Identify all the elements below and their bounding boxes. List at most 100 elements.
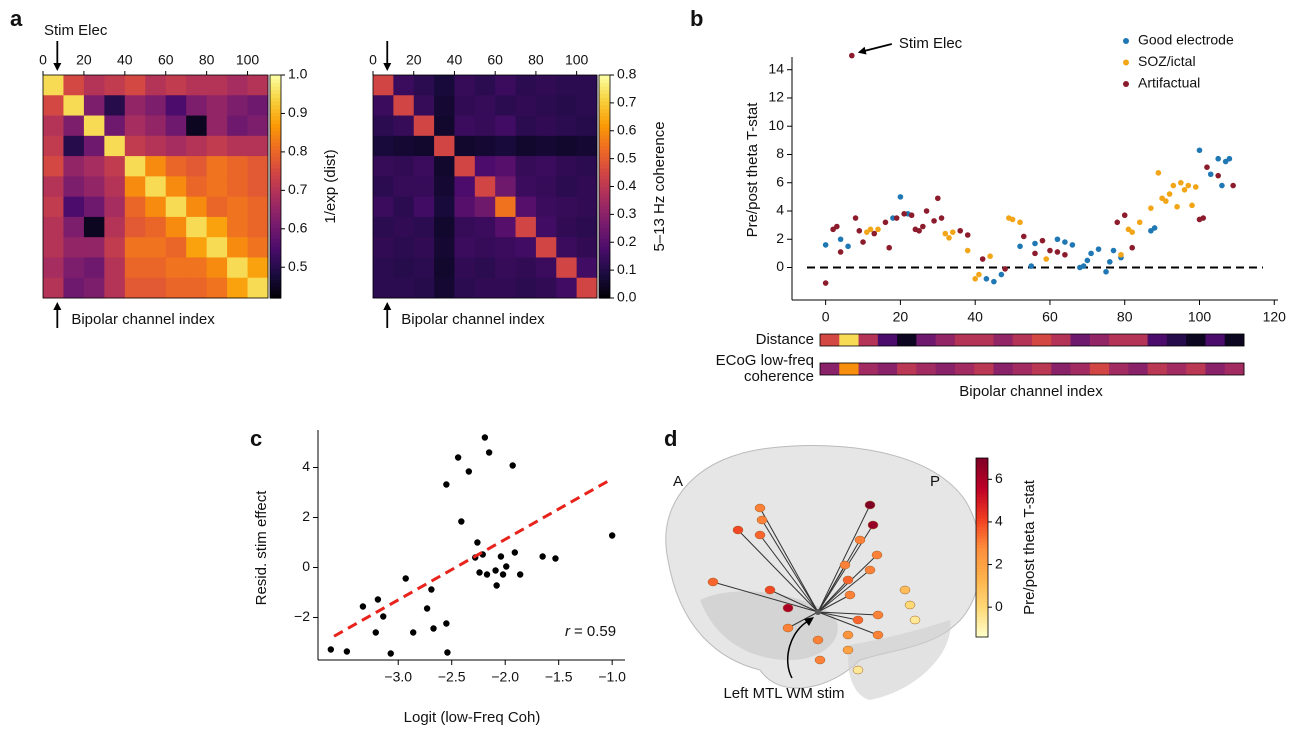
colorbar-segment — [270, 238, 281, 243]
x-tick-label: 40 — [967, 309, 983, 325]
electrode — [814, 655, 826, 665]
heatmap-cell — [413, 237, 435, 258]
data-point — [483, 571, 491, 578]
colorbar-segment — [270, 97, 281, 102]
heatmap-cell — [535, 216, 557, 238]
strip-cell — [935, 363, 956, 375]
colorbar-tick-label: 2 — [995, 555, 1003, 571]
heatmap-cell — [124, 115, 146, 137]
data-point — [474, 539, 481, 546]
colorbar-segment — [270, 264, 281, 269]
colorbar-segment — [976, 580, 988, 584]
electrode — [852, 615, 864, 625]
data-point — [983, 276, 990, 282]
stim-annotation: Stim Elec — [44, 22, 108, 39]
heatmap-cell — [495, 156, 516, 177]
electrode — [872, 630, 884, 640]
colorbar-segment — [270, 271, 281, 277]
data-point — [1095, 246, 1102, 252]
heatmap-cell — [206, 216, 228, 238]
strip-cell — [1089, 334, 1110, 346]
heatmap-cell — [474, 196, 496, 218]
correlation-annotation: r = 0.59 — [565, 623, 616, 640]
colorbar-tick-label: 0.0 — [617, 289, 637, 305]
heatmap-cell — [515, 115, 537, 137]
colorbar-segment — [599, 123, 610, 128]
heatmap-cell — [434, 216, 455, 238]
heatmap-cell — [83, 216, 105, 238]
heatmap-cell — [165, 156, 187, 177]
heatmap-cell — [373, 216, 394, 238]
heatmap-cell — [247, 216, 269, 238]
electrode — [871, 550, 883, 560]
colorbar-segment — [599, 271, 610, 277]
heatmap-cell — [495, 216, 516, 238]
colorbar-segment — [976, 592, 988, 596]
colorbar-tick-label: 0.8 — [288, 143, 308, 159]
x-tick-label: 80 — [528, 52, 544, 68]
heatmap-cell — [576, 75, 598, 96]
heatmap-cell — [63, 75, 85, 96]
colorbar-segment — [270, 138, 281, 143]
strip-label: coherence — [744, 368, 814, 385]
heatmap-cell — [373, 237, 394, 258]
stim-connection — [817, 611, 859, 621]
heatmap-cell — [576, 135, 598, 157]
heatmap-cell — [454, 75, 476, 96]
stat-value: = 0.59 — [574, 623, 616, 640]
y-tick-label: 0 — [776, 258, 784, 274]
x-tick-label: 0 — [369, 52, 377, 68]
heatmap-cell — [63, 115, 85, 137]
legend-marker — [1123, 81, 1129, 87]
heatmap-cell — [474, 156, 496, 177]
strip-cell — [1147, 334, 1168, 346]
colorbar-segment — [270, 101, 281, 106]
heatmap-cell — [124, 196, 146, 218]
heatmap-cell — [104, 216, 126, 238]
heatmap-cell — [393, 156, 415, 177]
heatmap-cell — [124, 75, 146, 96]
strip-label: ECoG low-freq — [716, 352, 814, 369]
data-point — [1032, 250, 1038, 257]
strip-cell — [858, 334, 879, 346]
colorbar-segment — [976, 538, 988, 543]
colorbar-segment — [270, 108, 281, 113]
heatmap-cell — [43, 75, 64, 96]
heatmap-cell — [186, 75, 208, 96]
heatmap-cell — [393, 95, 415, 116]
heatmap-cell — [165, 135, 187, 157]
heatmap-cell — [434, 115, 455, 137]
heatmap-cell — [434, 156, 455, 177]
strip-cell — [1147, 363, 1168, 375]
heatmap-cell — [83, 237, 105, 258]
heatmap-cell — [63, 156, 85, 177]
x-tick-label: 40 — [447, 52, 463, 68]
heatmap-cell — [434, 135, 455, 157]
data-point — [1189, 202, 1195, 209]
x-tick-label: 80 — [199, 52, 215, 68]
strip-cell — [820, 363, 840, 375]
arrow-head — [383, 63, 392, 71]
heatmap-cell — [393, 135, 415, 157]
colorbar-segment — [270, 119, 281, 124]
data-point — [852, 215, 859, 221]
colorbar-segment — [270, 242, 281, 247]
strip-cell — [993, 363, 1014, 375]
colorbar-segment — [599, 245, 610, 251]
heatmap-cell — [43, 115, 64, 137]
heatmap-cell — [474, 237, 496, 258]
data-point — [1028, 263, 1035, 269]
electrode — [844, 590, 856, 600]
x-tick-label: −1.5 — [545, 669, 573, 685]
strip-cell — [1128, 334, 1149, 346]
heatmap-cell — [393, 196, 415, 218]
data-point — [492, 567, 499, 574]
heatmap-cell — [104, 156, 126, 177]
data-point — [1230, 182, 1236, 189]
x-tick-label: 0 — [822, 309, 830, 325]
strip-cell — [974, 334, 994, 346]
heatmap-cell — [186, 277, 208, 299]
colorbar-segment — [976, 586, 988, 590]
stim-site — [815, 609, 821, 615]
temporal-lobe — [700, 591, 838, 660]
